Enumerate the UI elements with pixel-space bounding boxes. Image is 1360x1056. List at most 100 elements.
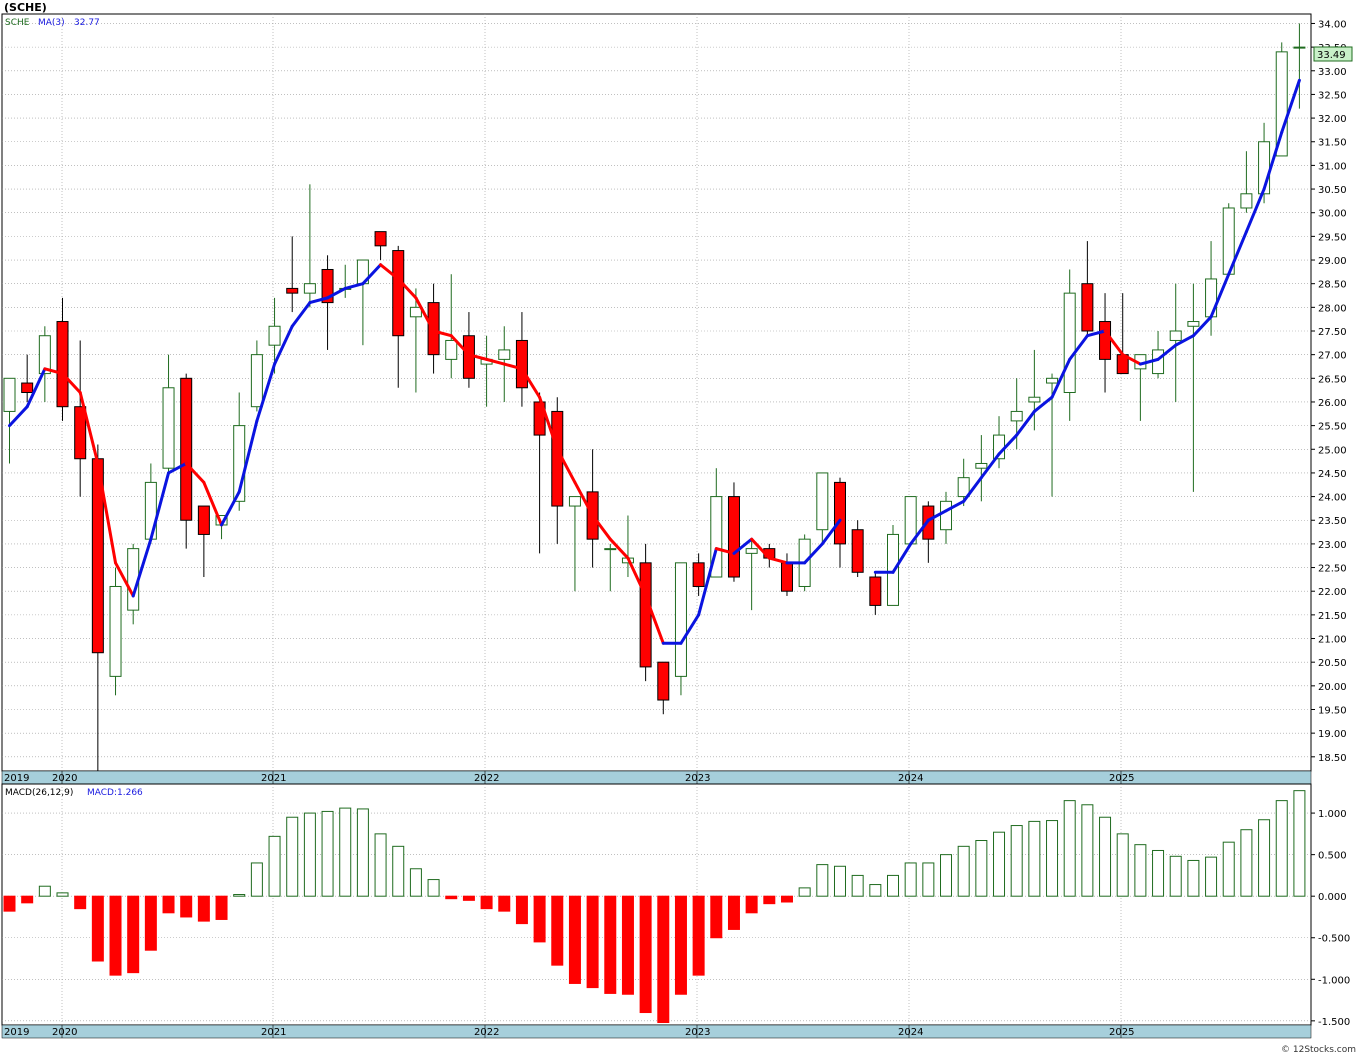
ma-segment [979,452,1001,480]
legend-symbol: SCHE [5,18,30,28]
price-tick-label: 31.50 [1318,138,1347,149]
macd-bar-positive [1134,844,1147,897]
candle [3,377,16,464]
ma-segment [343,282,365,290]
macd-bar-negative [144,895,157,951]
price-tick-label: 31.00 [1318,161,1347,172]
price-tick-label: 19.00 [1318,729,1347,740]
macd-panel: -1.500 -1.000 -0.500 0.000 0.500 1.000 MACD(2… [1,783,1350,1028]
price-plot-area [1,13,1312,772]
macd-bar-positive [922,862,935,897]
macd-tick-label: -1.000 [1318,975,1350,986]
macd-bar-negative [568,895,581,984]
macd-bar-negative [21,895,34,904]
year-label: 2019 [4,773,29,784]
macd-bar-positive [940,854,953,897]
candle-body-up [1240,193,1253,209]
candle-body-up [710,496,723,578]
ma-segment [467,353,489,361]
ma-segment [909,518,930,546]
ma-segment [114,561,135,598]
candle-body-down [833,481,846,545]
macd-bar-negative [127,895,140,974]
macd-bar-positive [904,862,917,897]
price-tick-label: 22.00 [1318,587,1347,598]
candle-body-down [727,496,740,578]
candle [1063,269,1076,421]
year-label: 2025 [1109,1027,1134,1038]
price-tick-label: 24.00 [1318,493,1347,504]
ma-segment [1174,334,1195,347]
macd-bar-negative [162,895,175,914]
macd-bar-negative [727,895,740,930]
price-tick-label: 26.50 [1318,374,1347,385]
candle [21,354,34,402]
ma-segment [184,461,206,484]
year-band-top: 2019 2020 2021 2022 2023 2024 2025 [1,770,1312,785]
candle [56,297,69,421]
year-label: 2021 [261,773,286,784]
price-tick-label: 22.50 [1318,564,1347,575]
macd-bar-positive [1099,816,1112,897]
macd-bar-positive [957,845,970,897]
candle-body-up [604,548,617,551]
candle-body-down [780,562,793,592]
macd-bar-positive [250,862,263,897]
macd-bar-positive [1293,790,1306,897]
candle-body-up [109,585,122,677]
candle-body-down [515,339,528,389]
ma-segment [608,537,630,560]
ma-segment [202,480,224,527]
candle-body-down [1081,283,1094,332]
legend-ma-label: MA(3) [38,18,65,28]
macd-bar-positive [427,879,440,897]
price-tick-label: 20.00 [1318,682,1347,693]
candle [515,312,528,407]
ma-segment [485,357,506,366]
candle [286,236,299,313]
candle [1169,283,1182,402]
candle-body-down [851,529,864,573]
candles [3,23,1306,771]
year-label: 2019 [4,1027,29,1038]
candle [1010,378,1023,450]
candle [657,661,670,715]
candle [1240,151,1253,213]
ma-segment [1068,334,1089,361]
year-band-bottom: 2019 2020 2021 2022 2023 2024 2025 [1,1024,1312,1039]
candle [533,392,546,554]
ma-segment [432,329,453,338]
macd-bar-positive [268,835,281,897]
candle [710,468,723,578]
candle-body-up [303,283,316,294]
price-tick-label: 27.00 [1318,351,1347,362]
macd-bar-positive [356,808,369,897]
candle-body-up [674,562,687,677]
year-labels-top: 2019 2020 2021 2022 2023 2024 2025 [4,771,1134,784]
candle [639,543,652,682]
candle [1275,42,1288,157]
ma-segment [926,509,948,522]
candle [727,482,740,582]
candle [197,505,210,578]
candle-body-up [250,354,263,408]
candle [957,458,970,507]
ma-segment [237,419,259,494]
ma-segment [96,461,118,565]
year-label: 2024 [898,773,923,784]
candle-body-up [1187,321,1200,327]
ma-segment [1227,230,1248,276]
macd-bar-negative [710,895,723,939]
candle-body-down [56,321,69,408]
macd-bar-negative [533,895,546,943]
candle-body-up [1293,46,1306,49]
ma-segment [803,542,824,565]
price-tick-label: 25.50 [1318,422,1347,433]
ma-segment [61,372,82,394]
ma-segment [131,537,153,598]
candle-body-down [321,268,334,304]
candle [975,435,988,502]
macd-bar-positive [321,810,334,897]
macd-tick-label: 0.500 [1318,851,1347,862]
macd-bar-positive [1187,859,1200,897]
